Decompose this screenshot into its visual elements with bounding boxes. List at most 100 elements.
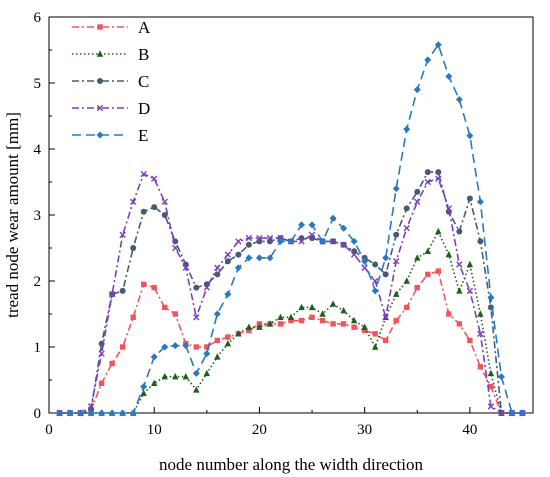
data-point — [351, 324, 357, 330]
data-point — [266, 320, 274, 327]
data-point — [477, 238, 484, 245]
data-point — [466, 287, 474, 295]
data-point — [266, 234, 274, 242]
data-point — [203, 369, 211, 377]
data-point — [308, 221, 316, 229]
data-point — [66, 409, 74, 417]
data-point — [382, 337, 389, 344]
y-tick-label: 3 — [34, 208, 42, 224]
data-point — [435, 175, 442, 182]
data-point — [213, 310, 221, 318]
data-point — [371, 343, 379, 350]
data-point — [182, 342, 190, 350]
data-point — [340, 224, 348, 232]
data-point — [161, 343, 169, 351]
data-point — [256, 323, 263, 330]
data-point — [340, 321, 347, 327]
series-layer — [56, 41, 526, 417]
data-point — [350, 237, 358, 245]
data-point — [108, 291, 116, 298]
data-point — [298, 238, 305, 245]
data-point — [266, 254, 274, 262]
x-axis: 0 10 20 30 40 — [45, 407, 523, 438]
data-point — [119, 344, 126, 350]
data-point — [404, 304, 410, 311]
data-point — [393, 231, 400, 238]
data-point — [424, 178, 431, 186]
data-point — [129, 409, 137, 417]
series-C — [56, 169, 526, 416]
data-point — [192, 369, 200, 377]
y-tick-label: 6 — [34, 10, 42, 26]
legend-item-E: E — [72, 126, 148, 145]
data-point — [414, 284, 420, 291]
data-point — [224, 251, 232, 258]
data-point — [193, 344, 200, 350]
x-tick-label: 30 — [357, 422, 372, 438]
data-point — [518, 409, 526, 417]
data-point — [403, 277, 410, 284]
data-point — [193, 386, 200, 393]
data-point — [424, 56, 432, 64]
data-point — [319, 237, 327, 245]
series-E — [56, 41, 526, 417]
data-point — [445, 72, 453, 80]
data-point — [130, 314, 136, 320]
data-point — [456, 287, 463, 294]
data-point — [487, 369, 495, 377]
data-point — [182, 373, 189, 380]
data-point — [424, 247, 431, 254]
data-point — [150, 353, 158, 361]
data-point — [466, 195, 473, 202]
x-tick-label: 10 — [147, 422, 162, 438]
data-point — [403, 125, 411, 133]
data-point — [277, 321, 284, 327]
data-point — [329, 214, 337, 222]
legend-item-D: D — [72, 99, 150, 118]
data-point — [235, 330, 242, 337]
series-line-D — [59, 173, 523, 414]
data-point — [119, 409, 127, 417]
data-point — [413, 86, 421, 94]
data-point — [498, 409, 505, 417]
data-point — [204, 344, 210, 350]
data-point — [214, 264, 221, 271]
data-point — [435, 169, 442, 176]
data-point — [477, 310, 484, 317]
data-point — [77, 409, 85, 417]
data-point — [140, 383, 148, 391]
data-point — [393, 258, 400, 265]
data-point — [445, 250, 453, 258]
data-point — [140, 208, 147, 215]
series-B — [56, 227, 526, 416]
data-point — [319, 310, 326, 317]
data-point — [435, 268, 442, 274]
data-point — [393, 317, 399, 324]
data-point — [456, 261, 463, 268]
data-point — [308, 231, 316, 238]
data-point — [425, 271, 431, 278]
legend-label: B — [138, 45, 149, 64]
legend-label: A — [138, 18, 151, 37]
data-point — [255, 254, 263, 262]
data-point — [372, 331, 378, 337]
legend-marker — [96, 104, 104, 112]
data-point — [224, 340, 232, 347]
data-point — [193, 314, 200, 321]
data-point — [214, 337, 221, 344]
data-point — [414, 254, 421, 261]
data-point — [151, 379, 158, 386]
data-point — [235, 238, 242, 245]
y-tick-label: 2 — [34, 274, 42, 290]
legend-marker — [97, 24, 103, 30]
data-point — [466, 132, 474, 140]
data-point — [361, 323, 368, 330]
data-point — [414, 198, 421, 205]
data-point — [203, 350, 211, 358]
data-point — [245, 241, 252, 248]
data-point — [350, 251, 358, 258]
legend-label: C — [138, 72, 149, 91]
data-point — [140, 281, 147, 287]
series-D — [56, 170, 526, 417]
y-axis: 0 1 2 3 4 5 6 — [34, 10, 55, 422]
